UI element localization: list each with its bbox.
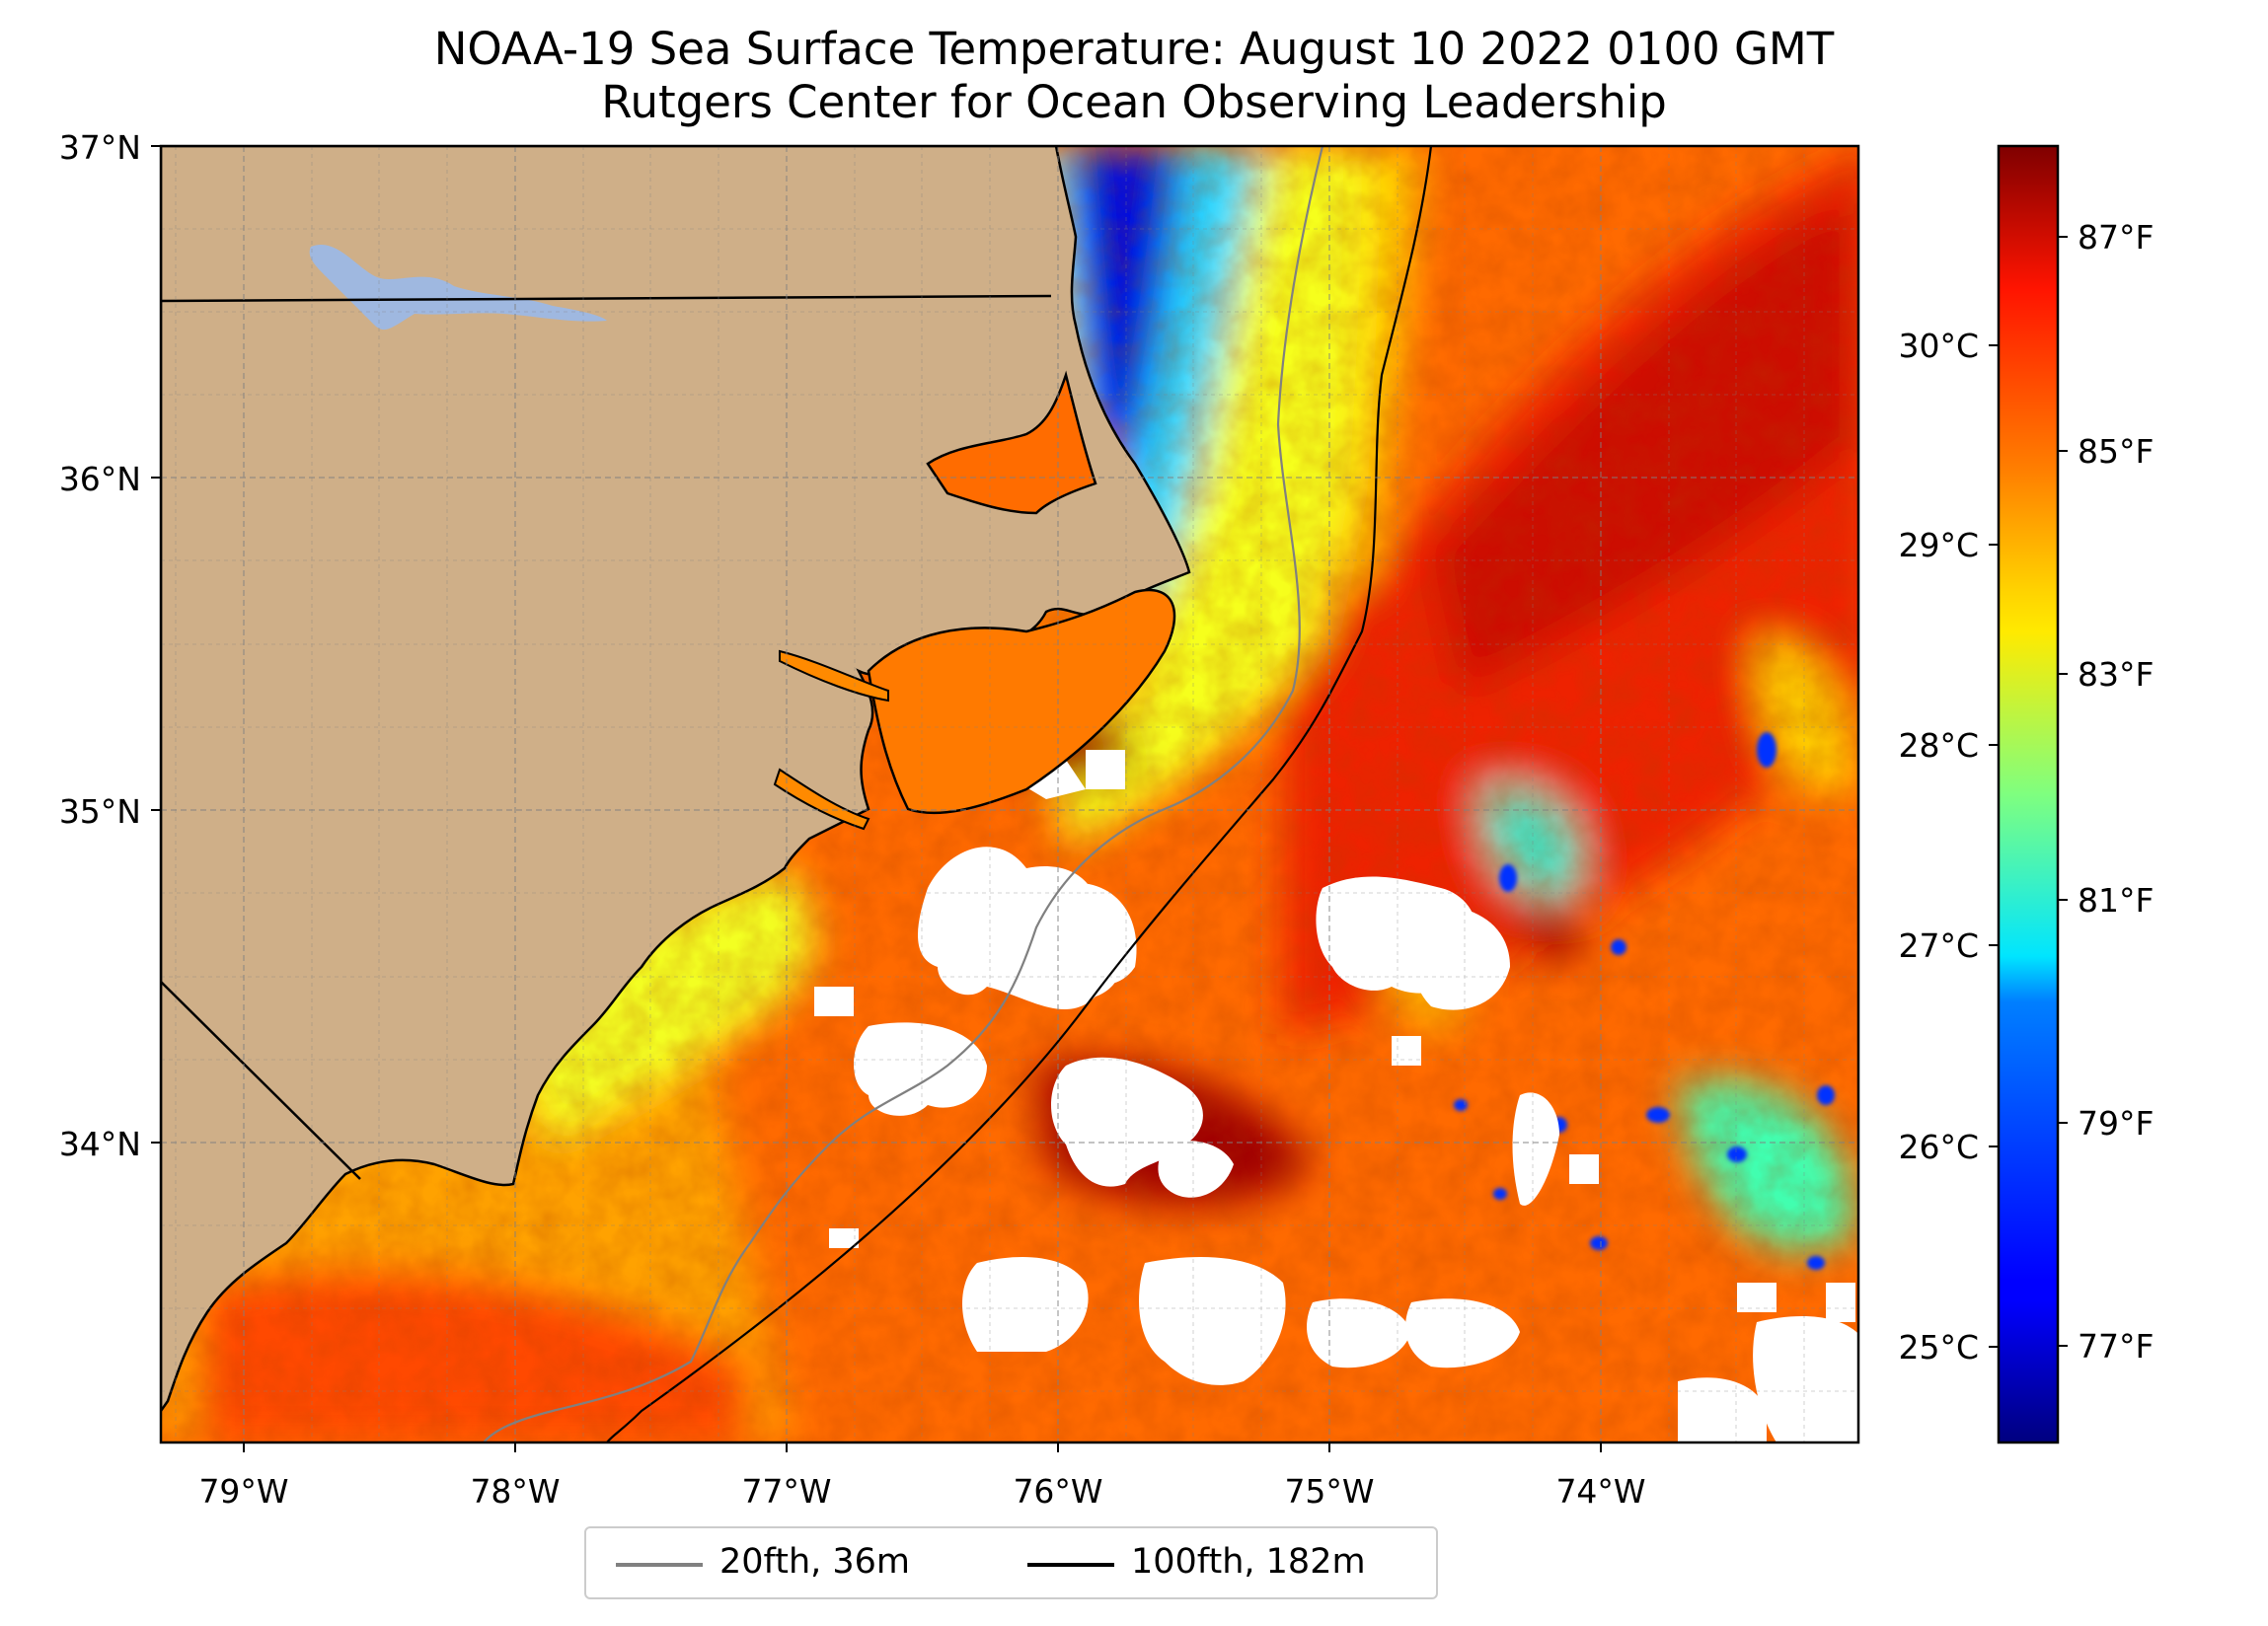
map-subtitle: Rutgers Center for Ocean Observing Leade… — [601, 76, 1667, 128]
colorbar-fahrenheit-label: 83°F — [2078, 655, 2154, 694]
isobath-100fth — [606, 146, 1433, 1442]
lon-axis: 79°W 78°W 77°W 76°W 75°W 74°W — [198, 1442, 1646, 1511]
lon-label: 76°W — [1013, 1472, 1102, 1511]
lat-axis: 37°N 36°N 35°N 34°N — [59, 128, 161, 1163]
lon-label: 77°W — [741, 1472, 831, 1511]
colorbar-fahrenheit-label: 81°F — [2078, 881, 2154, 920]
gridlines — [161, 146, 1858, 1442]
state-border-nc-sc — [161, 981, 361, 1180]
lat-label: 34°N — [59, 1125, 141, 1163]
legend-label-20fth: 20fth, 36m — [719, 1542, 911, 1582]
colorbar: 30°C 29°C 28°C 27°C 26°C 25°C 87°F 85°F … — [1898, 144, 2154, 1444]
colorbar-fahrenheit-label: 79°F — [2078, 1104, 2154, 1143]
lon-label: 79°W — [198, 1472, 288, 1511]
map-title: NOAA-19 Sea Surface Temperature: August … — [433, 23, 1835, 75]
lat-label: 35°N — [59, 792, 141, 831]
colorbar-celsius-label: 28°C — [1898, 726, 1979, 765]
lon-label: 75°W — [1284, 1472, 1374, 1511]
legend-swatch-100fth — [1027, 1563, 1114, 1567]
colorbar-fahrenheit-label: 77°F — [2078, 1327, 2154, 1366]
no-data-mask — [814, 750, 1858, 1442]
lake — [309, 244, 607, 331]
legend: 20fth, 36m 100fth, 182m — [584, 1526, 1438, 1599]
colorbar-celsius-ticks — [1989, 344, 1999, 1348]
neuse-river — [773, 768, 870, 831]
map-frame — [159, 144, 1860, 1444]
lat-label: 36°N — [59, 460, 141, 498]
legend-swatch-20fth — [616, 1563, 703, 1567]
colorbar-celsius-label: 29°C — [1898, 526, 1979, 564]
colorbar-celsius-label: 30°C — [1898, 327, 1979, 365]
lat-label: 37°N — [59, 128, 141, 167]
map-area — [161, 146, 1858, 1442]
colorbar-celsius-label: 26°C — [1898, 1128, 1979, 1166]
albemarle-sound — [926, 370, 1097, 515]
state-border-va-nc — [161, 294, 1052, 303]
colorbar-fahrenheit-ticks — [2058, 236, 2068, 1347]
minor-gridlines — [161, 146, 1858, 1442]
colorbar-celsius-label: 27°C — [1898, 926, 1979, 965]
lon-label: 74°W — [1555, 1472, 1645, 1511]
colorbar-fahrenheit-label: 85°F — [2078, 432, 2154, 471]
isobath-20fth — [483, 146, 1324, 1442]
legend-label-100fth: 100fth, 182m — [1131, 1542, 1366, 1582]
colorbar-fahrenheit-label: 87°F — [2078, 218, 2154, 257]
pamlico-sound — [867, 588, 1176, 815]
pamlico-river — [779, 649, 889, 702]
lon-label: 78°W — [470, 1472, 560, 1511]
colorbar-gradient — [1997, 144, 2060, 1444]
colorbar-celsius-label: 25°C — [1898, 1328, 1979, 1367]
